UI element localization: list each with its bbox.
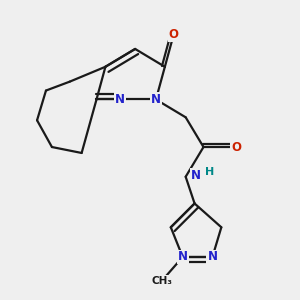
Text: O: O (231, 140, 241, 154)
Text: H: H (205, 167, 214, 177)
Text: N: N (151, 93, 161, 106)
Text: N: N (207, 250, 218, 263)
Text: N: N (115, 93, 125, 106)
Text: CH₃: CH₃ (152, 276, 172, 286)
Text: N: N (191, 169, 201, 182)
Text: N: N (178, 250, 188, 263)
Text: O: O (169, 28, 179, 40)
